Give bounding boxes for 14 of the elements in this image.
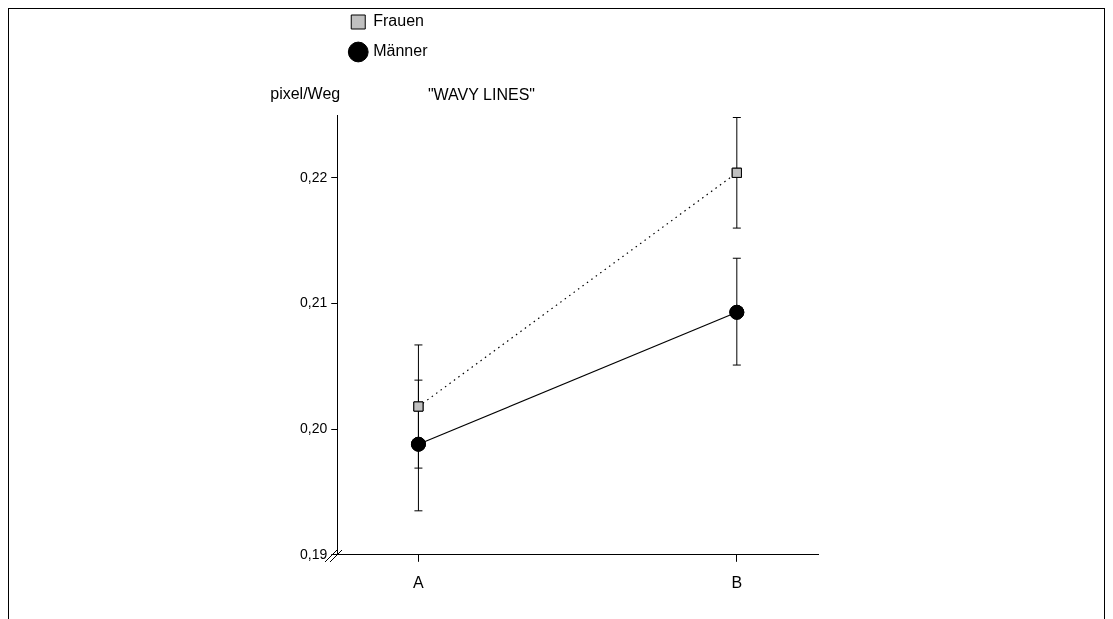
x-tick-label: A <box>413 573 425 591</box>
y-tick-label: 0,20 <box>300 420 328 436</box>
x-tick-label: B <box>731 573 743 591</box>
chart-title: "WAVY LINES" <box>427 86 536 104</box>
point <box>410 436 426 452</box>
y-tick-label: 0,22 <box>300 168 328 185</box>
point <box>413 401 424 412</box>
legend-label: Frauen <box>373 12 424 30</box>
point <box>729 304 745 320</box>
y-tick-label: 0,19 <box>300 545 328 562</box>
y-axis-title: pixel/Weg <box>270 85 341 103</box>
point <box>731 167 742 178</box>
y-tick-label: 0,21 <box>300 294 328 311</box>
legend-label: Männer <box>373 42 429 60</box>
